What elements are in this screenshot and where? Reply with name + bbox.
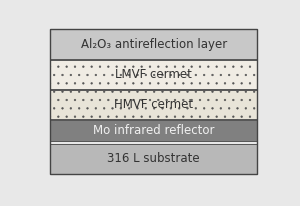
Text: HMVF cermet: HMVF cermet bbox=[114, 98, 193, 111]
Bar bbox=[50, 29, 257, 174]
Bar bbox=[50, 29, 257, 59]
Text: Al₂O₃ antireflection layer: Al₂O₃ antireflection layer bbox=[81, 38, 227, 51]
Bar bbox=[50, 90, 257, 119]
Text: 316 L substrate: 316 L substrate bbox=[107, 152, 200, 165]
Bar bbox=[50, 60, 257, 89]
Bar bbox=[50, 120, 257, 141]
Bar bbox=[50, 144, 257, 174]
Text: LMVF cermet: LMVF cermet bbox=[115, 68, 192, 81]
Text: Mo infrared reflector: Mo infrared reflector bbox=[93, 124, 214, 137]
